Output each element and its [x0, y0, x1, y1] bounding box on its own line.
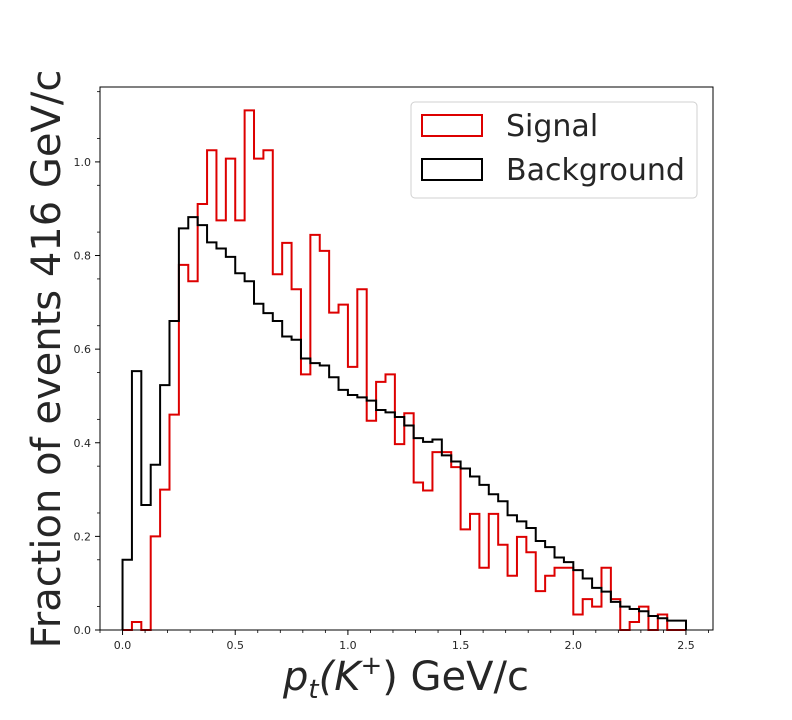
series-layer	[121, 109, 687, 631]
legend: Signal Background	[410, 101, 698, 199]
series-signal-step	[122, 109, 686, 631]
series-background-step	[121, 216, 687, 630]
y-tick-label: 1.0	[74, 156, 92, 169]
legend-label-signal: Signal	[506, 109, 598, 144]
y-tick-label: 0.6	[74, 343, 92, 356]
y-axis-ticks: 0.0 0.2 0.4 0.6 0.8 1.0	[74, 91, 100, 637]
x-axis-ticks: 0.0 0.5 1.0 1.5 2.0 2.5	[99, 630, 709, 652]
x-tick-label: 0.5	[226, 639, 244, 652]
y-tick-label: 0.8	[74, 250, 92, 263]
x-tick-label: 1.0	[339, 639, 357, 652]
y-tick-label: 0.0	[74, 624, 92, 637]
x-tick-label: 0.0	[114, 639, 132, 652]
y-tick-label: 0.4	[74, 437, 92, 450]
plot-frame	[99, 86, 714, 631]
legend-swatch-signal	[421, 114, 483, 137]
y-tick-label: 0.2	[74, 530, 92, 543]
x-axis-label: pt(K+) GeV/c	[282, 651, 529, 705]
legend-label-background: Background	[506, 153, 685, 188]
legend-swatch-background	[421, 158, 483, 181]
y-axis-label: Fraction of events 416 GeV/c	[24, 70, 70, 649]
x-tick-label: 1.5	[452, 639, 470, 652]
x-tick-label: 2.0	[565, 639, 583, 652]
x-tick-label: 2.5	[677, 639, 695, 652]
